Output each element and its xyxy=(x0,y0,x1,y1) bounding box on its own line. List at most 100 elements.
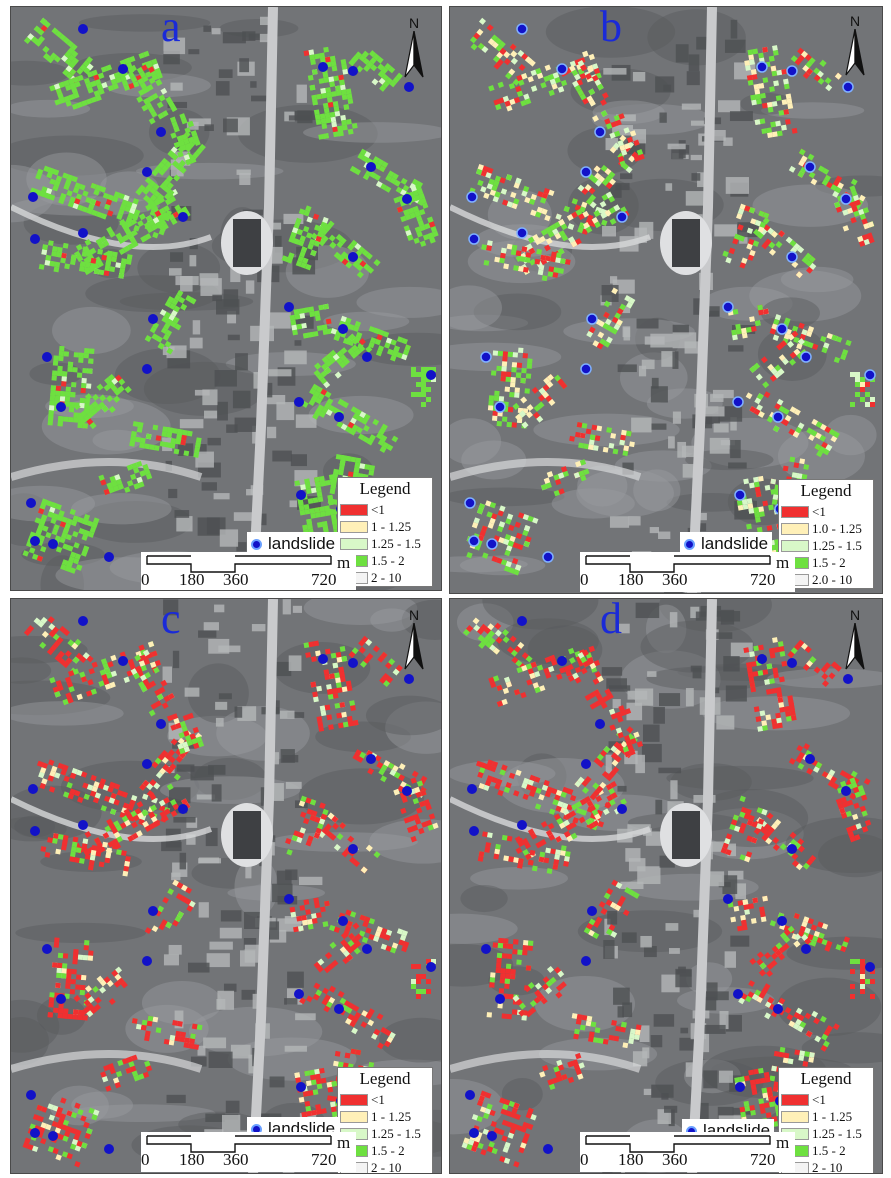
landslide-marker xyxy=(495,994,505,1004)
landslide-marker xyxy=(48,1131,58,1141)
scale-tick-label: 0 xyxy=(141,1150,150,1169)
landslide-marker xyxy=(30,826,40,836)
landslide-marker xyxy=(864,369,876,381)
north-label: N xyxy=(849,13,861,29)
north-arrow-icon: N xyxy=(399,15,429,83)
legend-label: 1 - 1.25 xyxy=(812,1108,853,1124)
legend-title: Legend xyxy=(359,1069,411,1088)
landslide-marker xyxy=(402,194,412,204)
north-label: N xyxy=(849,607,861,623)
landslide-marker xyxy=(28,784,38,794)
panel-label: b xyxy=(600,6,622,51)
landslide-marker xyxy=(178,212,188,222)
landslide-marker xyxy=(366,162,376,172)
landslide-marker xyxy=(842,81,854,93)
landslide-marker xyxy=(426,370,436,380)
scale-bar: 0 180 360 720 m xyxy=(141,552,356,590)
landslide-marker xyxy=(318,654,328,664)
landslide-marker xyxy=(722,301,734,313)
landslide-marker xyxy=(104,1144,114,1154)
scale-unit: m xyxy=(776,553,790,572)
scale-tick-label: 720 xyxy=(750,1150,776,1169)
landslide-marker xyxy=(543,1144,553,1154)
landslide-marker xyxy=(469,1128,479,1138)
scale-tick-label: 0 xyxy=(580,1150,589,1169)
landslide-marker xyxy=(787,658,797,668)
landslide-dot-icon xyxy=(684,538,695,550)
landslide-marker xyxy=(787,844,797,854)
landslide-marker xyxy=(465,1090,475,1100)
legend-swatch xyxy=(781,1093,809,1106)
legend-title: Legend xyxy=(800,1069,852,1088)
legend-label: 1 - 1.25 xyxy=(371,1108,412,1124)
landslide-marker xyxy=(48,539,58,549)
landslide-marker xyxy=(296,1082,306,1092)
legend-label: 1.25 - 1.5 xyxy=(812,537,862,553)
scale-tick-label: 360 xyxy=(662,570,688,589)
landslide-marker xyxy=(404,674,414,684)
legend-label: <1 xyxy=(371,1091,385,1107)
legend-label: 2 - 10 xyxy=(371,569,402,585)
landslide-marker xyxy=(348,844,358,854)
legend-item: 1.25 - 1.5 xyxy=(779,537,873,554)
scale-tick-label: 360 xyxy=(662,1150,688,1169)
map-canvas-d xyxy=(450,599,882,1173)
scale-tick-label: 180 xyxy=(618,1150,644,1169)
landslide-marker xyxy=(284,894,294,904)
landslide-marker xyxy=(723,894,733,904)
landslide-marker xyxy=(78,616,88,626)
scale-unit: m xyxy=(337,1133,351,1152)
landslide-marker xyxy=(338,324,348,334)
landslide-marker xyxy=(468,233,480,245)
landslide-marker xyxy=(118,64,128,74)
scale-tick-label: 0 xyxy=(580,570,589,589)
legend-swatch xyxy=(340,520,368,533)
scale-tick-label: 180 xyxy=(179,1150,205,1169)
landslide-marker xyxy=(334,412,344,422)
landslide-marker xyxy=(56,402,66,412)
landslide-marker xyxy=(733,989,743,999)
landslide-marker xyxy=(587,906,597,916)
panel-label: c xyxy=(161,598,181,643)
landslide-marker xyxy=(801,944,811,954)
landslide-marker xyxy=(28,192,38,202)
landslide-marker xyxy=(156,719,166,729)
landslide-marker xyxy=(757,654,767,664)
landslide-marker xyxy=(776,323,788,335)
legend-title: Legend xyxy=(800,481,852,500)
landslide-marker xyxy=(142,956,152,966)
landslide-marker xyxy=(348,658,358,668)
legend-item: 1.25 - 1.5 xyxy=(338,535,432,552)
landslide-marker xyxy=(581,759,591,769)
landslide-marker xyxy=(362,352,372,362)
panel-label: a xyxy=(161,6,181,51)
north-arrow-icon: N xyxy=(840,13,870,81)
landslide-marker xyxy=(148,314,158,324)
legend-swatch xyxy=(781,1110,809,1123)
landslide-marker xyxy=(580,166,592,178)
scale-tick-label: 180 xyxy=(618,570,644,589)
map-canvas-c xyxy=(11,599,441,1173)
landslide-marker xyxy=(178,804,188,814)
landslide-marker xyxy=(318,62,328,72)
legend-label: <1 xyxy=(812,1091,826,1107)
landslide-marker xyxy=(402,786,412,796)
legend-swatch xyxy=(340,1093,368,1106)
north-label: N xyxy=(408,607,420,623)
legend-swatch xyxy=(340,503,368,516)
landslide-marker xyxy=(481,944,491,954)
landslide-marker xyxy=(805,754,815,764)
landslide-marker xyxy=(118,656,128,666)
legend-swatch xyxy=(781,539,809,552)
legend: Legend <1 1.0 - 1.25 1.25 - 1.5 1.5 - 2 2.0 -… xyxy=(778,479,874,589)
north-arrow-icon: N xyxy=(399,607,429,675)
scale-tick-label: 720 xyxy=(311,1150,337,1169)
legend-label: 2 - 10 xyxy=(812,1159,843,1174)
legend-swatch xyxy=(781,505,809,518)
legend-label: 1.5 - 2 xyxy=(812,554,846,570)
landslide-marker xyxy=(78,24,88,34)
landslide-marker xyxy=(594,126,606,138)
scale-bar: 0 180 360 720 m xyxy=(580,552,795,592)
